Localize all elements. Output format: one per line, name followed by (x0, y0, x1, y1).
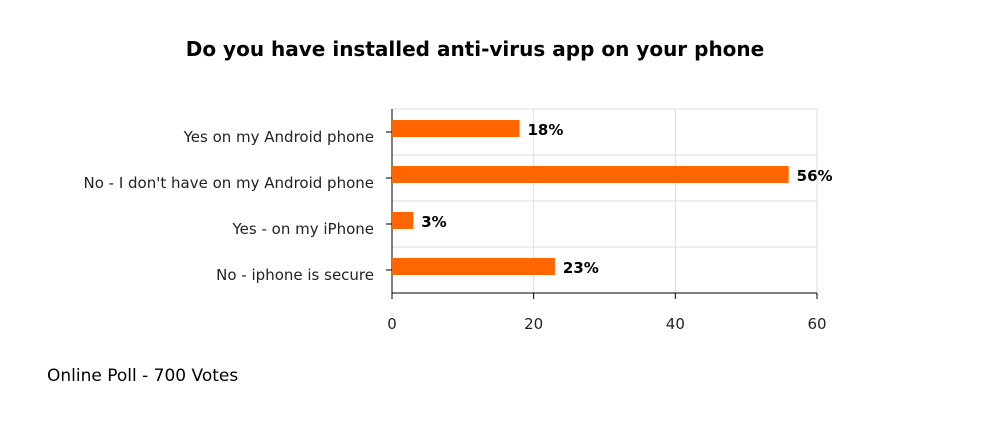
plot-area: 0 20 40 60 18% Yes on my Android phone 56% No -… (83, 108, 833, 333)
data-label: 18% (528, 121, 564, 139)
data-label: 3% (421, 213, 446, 231)
category-label: Yes - on my iPhone (231, 220, 374, 238)
chart-title: Do you have installed anti-virus app on … (186, 37, 764, 61)
x-tick-label: 60 (807, 315, 826, 333)
data-label: 23% (563, 259, 599, 277)
poll-footnote: Online Poll - 700 Votes (47, 366, 239, 386)
x-tick-label: 20 (524, 315, 543, 333)
bar (392, 120, 520, 137)
x-tick-label: 40 (666, 315, 685, 333)
category-label: No - iphone is secure (216, 266, 374, 284)
bar (392, 166, 789, 183)
bar (392, 212, 414, 229)
bar (392, 258, 555, 275)
x-tick-label: 0 (387, 315, 397, 333)
category-label: No - I don't have on my Android phone (83, 174, 374, 192)
data-label: 56% (797, 167, 833, 185)
category-label: Yes on my Android phone (183, 128, 374, 146)
